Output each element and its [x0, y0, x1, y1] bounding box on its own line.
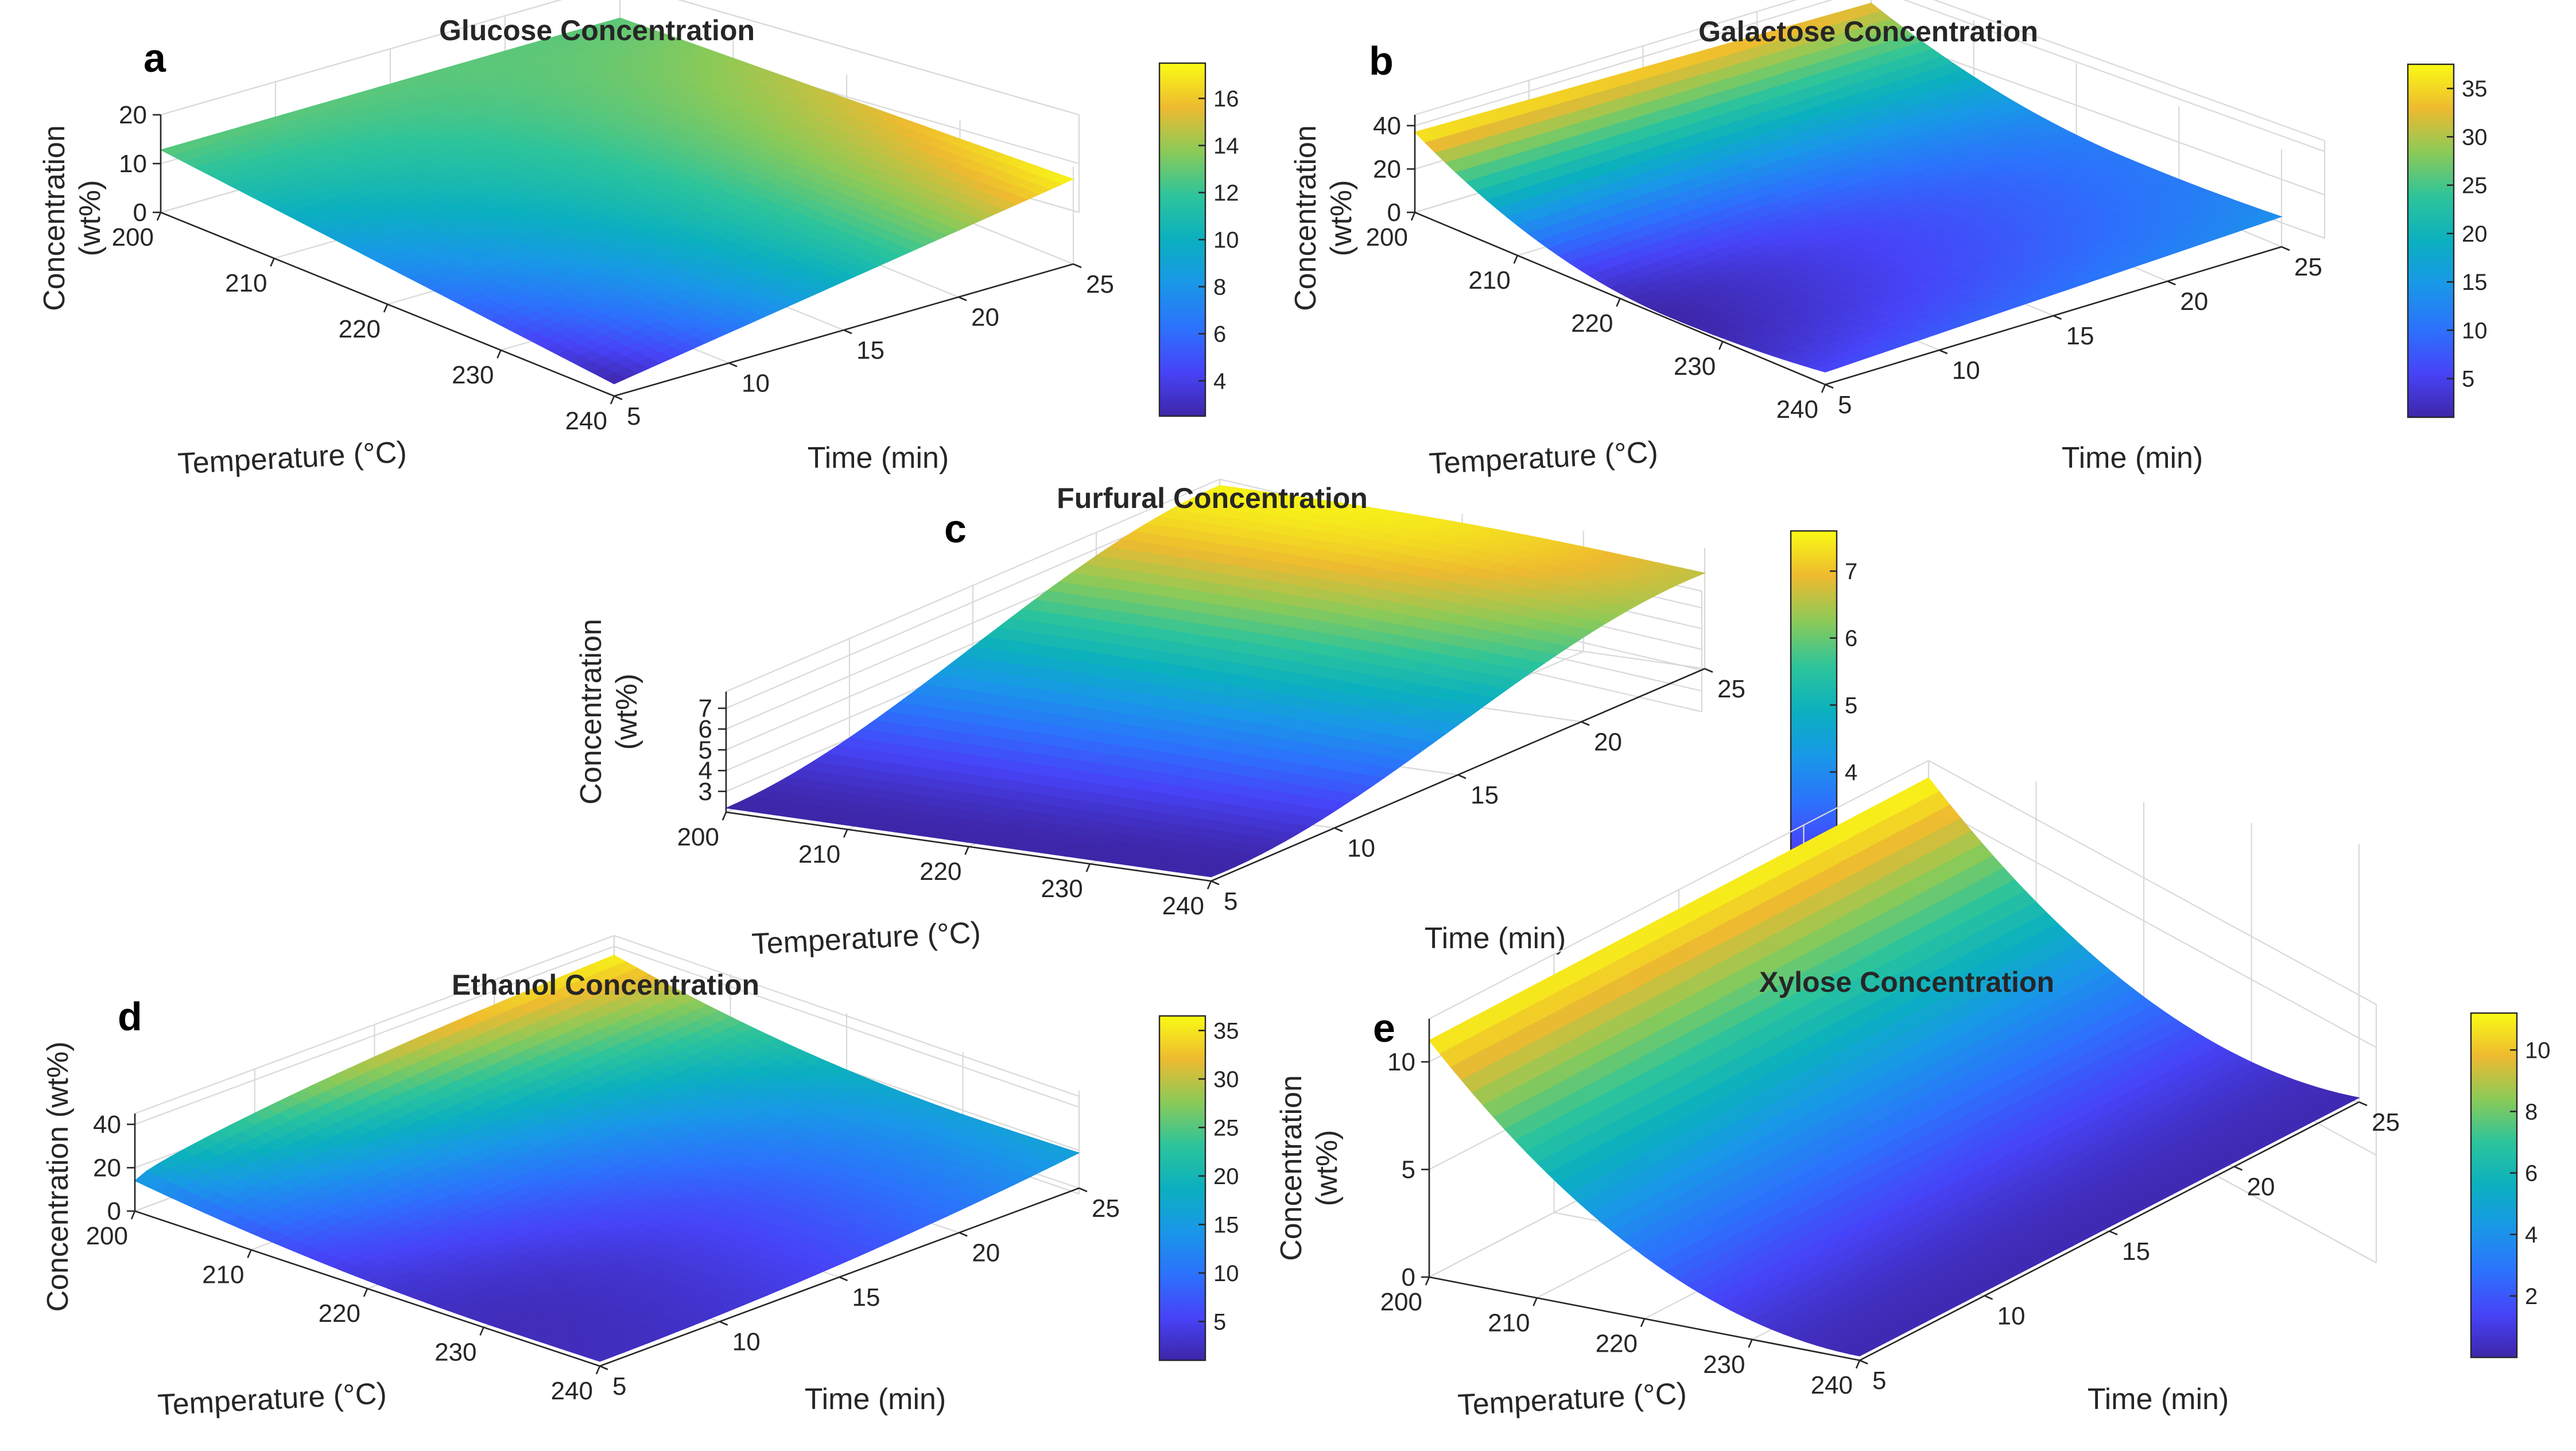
- z-tick-label: 0: [1387, 199, 1401, 227]
- x-tick-mark: [496, 350, 502, 359]
- x-tick-label: 240: [1776, 395, 1818, 424]
- y-tick-mark: [2167, 280, 2176, 286]
- y-tick-mark: [2281, 246, 2290, 251]
- z-tick-label: 10: [119, 150, 147, 178]
- x-tick-label: 220: [1571, 309, 1613, 337]
- y-tick-label: 10: [742, 370, 770, 398]
- colorbar-tick-label: 8: [1213, 275, 1226, 300]
- z-tick-label: 0: [133, 199, 147, 227]
- colorbar-gradient: [2408, 64, 2454, 417]
- z-axis-label: Concentration(wt%): [1289, 125, 1358, 311]
- colorbar-tick-label: 30: [2462, 125, 2488, 150]
- colorbar: 5 10 15 20 25 30 35: [2407, 63, 2488, 418]
- panel-title: Glucose Concentration: [439, 14, 755, 46]
- colorbar-tick-label: 35: [2462, 76, 2488, 102]
- x-tick-mark: [1718, 341, 1724, 350]
- colorbar-tick-label: 4: [1213, 369, 1226, 394]
- y-tick-mark: [1073, 263, 1082, 269]
- x-axis-label: Temperature (°C): [1428, 436, 1659, 481]
- surface-mesh: [160, 17, 1074, 385]
- y-tick-mark: [614, 395, 623, 401]
- y-tick-label: 5: [1838, 391, 1852, 419]
- x-tick-label: 220: [339, 315, 381, 343]
- y-tick-label: 15: [2066, 322, 2094, 350]
- y-tick-mark: [2053, 315, 2062, 320]
- x-tick-mark: [1513, 255, 1518, 264]
- x-tick-label: 200: [112, 223, 154, 251]
- x-tick-mark: [1616, 298, 1621, 307]
- colorbar-tick-label: 16: [1213, 87, 1239, 112]
- x-tick-mark: [156, 212, 162, 221]
- x-tick-label: 210: [1468, 266, 1510, 294]
- surface-plot-b: 200 210 220 230 240 5 10 15 20 25 0 20 40 Galactose C…: [1289, 0, 2488, 480]
- z-tick-label: 20: [1373, 155, 1401, 183]
- y-tick-mark: [1939, 349, 1948, 355]
- surface-plot-a: 200 210 220 230 240 5 10 15 20 25 0 10 20 Glucose Con…: [38, 0, 1239, 480]
- colorbar-tick-label: 15: [2462, 270, 2488, 295]
- colorbar-tick-label: 10: [1213, 228, 1239, 253]
- x-tick-label: 210: [225, 269, 267, 297]
- x-tick-label: 230: [452, 361, 494, 389]
- y-axis-label: Time (min): [2062, 441, 2203, 475]
- x-tick-label: 230: [1674, 352, 1716, 381]
- colorbar-tick-label: 12: [1213, 181, 1239, 206]
- colorbar-tick-label: 10: [2462, 318, 2488, 343]
- grid-line: [160, 0, 562, 116]
- y-tick-label: 15: [856, 336, 884, 364]
- y-axis-label: Time (min): [808, 441, 949, 475]
- y-tick-label: 10: [1952, 356, 1980, 385]
- x-tick-mark: [610, 395, 615, 405]
- colorbar-tick-label: 5: [2462, 367, 2474, 392]
- z-axis-label: Concentration(wt%): [38, 125, 107, 311]
- y-tick-mark: [843, 329, 852, 335]
- y-tick-label: 25: [1086, 270, 1114, 298]
- surface-mesh: [1414, 2, 2283, 373]
- y-tick-mark: [958, 296, 967, 301]
- x-axis-label: Temperature (°C): [177, 436, 408, 481]
- y-tick-mark: [1825, 383, 1834, 389]
- y-tick-label: 20: [971, 304, 999, 332]
- y-tick-label: 25: [2294, 253, 2322, 281]
- x-tick-mark: [383, 304, 389, 313]
- x-tick-mark: [1410, 212, 1416, 221]
- x-tick-mark: [270, 258, 275, 267]
- z-tick-label: 20: [119, 101, 147, 129]
- z-tick-label: 40: [1373, 112, 1401, 140]
- panel-label: b: [1369, 38, 1394, 83]
- y-tick-mark: [728, 362, 738, 367]
- grid-line: [677, 0, 1080, 116]
- colorbar: 4 6 8 10 12 14 16: [1158, 62, 1239, 417]
- panel-title: Galactose Concentration: [1698, 15, 2038, 48]
- x-tick-label: 200: [1366, 223, 1408, 251]
- panel-label: a: [143, 36, 166, 80]
- y-tick-label: 5: [627, 402, 641, 430]
- colorbar-tick-label: 14: [1213, 134, 1239, 159]
- colorbar-tick-label: 25: [2462, 173, 2488, 199]
- colorbar-tick-label: 6: [1213, 322, 1226, 347]
- y-tick-label: 20: [2180, 288, 2208, 316]
- surface-mesh: [724, 485, 1706, 878]
- colorbar-tick-label: 20: [2462, 222, 2488, 247]
- x-tick-label: 240: [565, 407, 607, 435]
- x-tick-mark: [1821, 384, 1826, 393]
